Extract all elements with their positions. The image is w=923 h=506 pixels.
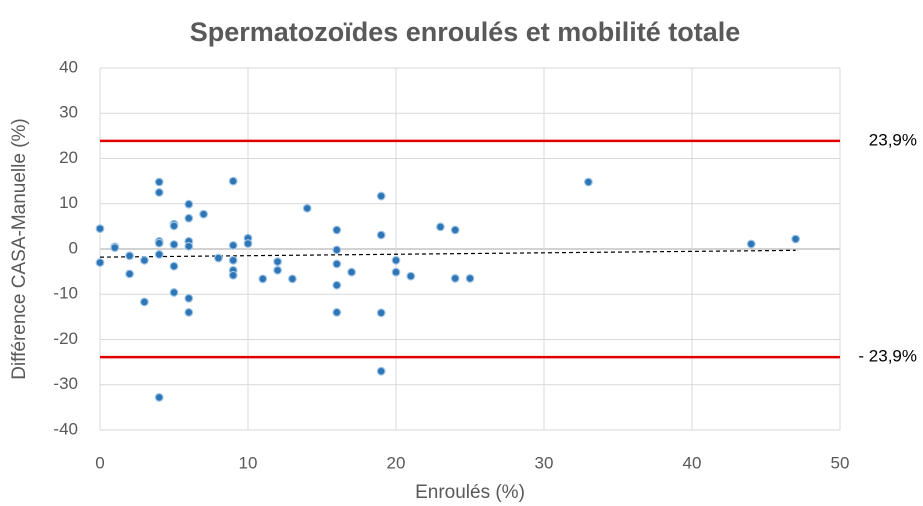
- point: [154, 238, 164, 248]
- point: [465, 274, 475, 283]
- point: [791, 234, 800, 244]
- point: [110, 243, 120, 253]
- point: [376, 366, 386, 376]
- x-tick-label: 20: [387, 453, 406, 472]
- limit-label: 23,9%: [869, 130, 917, 149]
- point: [391, 255, 401, 265]
- point: [376, 191, 386, 201]
- point: [273, 257, 283, 267]
- point: [258, 274, 268, 284]
- point: [154, 188, 164, 197]
- point: [228, 270, 238, 280]
- y-tick-label: -30: [53, 374, 78, 393]
- point: [347, 267, 357, 277]
- point: [302, 203, 312, 213]
- point: [584, 177, 593, 187]
- point: [332, 259, 342, 269]
- point: [332, 245, 342, 255]
- point: [184, 199, 194, 209]
- y-tick-label: -40: [53, 419, 78, 438]
- point: [184, 213, 194, 223]
- point: [154, 250, 164, 259]
- point: [273, 265, 283, 275]
- point: [243, 239, 253, 248]
- point: [332, 280, 342, 290]
- point: [436, 222, 445, 232]
- y-tick-label: 20: [59, 148, 78, 167]
- point: [169, 261, 179, 271]
- x-tick-label: 30: [535, 453, 554, 472]
- y-tick-label: -20: [53, 329, 78, 348]
- trend-line: [99, 249, 796, 258]
- x-tick-label: 10: [239, 453, 258, 472]
- point: [139, 255, 149, 265]
- point: [376, 230, 386, 240]
- y-tick-label: 40: [59, 57, 78, 76]
- point: [169, 240, 179, 249]
- point: [95, 224, 105, 234]
- point: [450, 225, 460, 235]
- point: [169, 221, 179, 231]
- point: [184, 307, 194, 317]
- point: [213, 253, 223, 263]
- point: [125, 269, 135, 279]
- point: [169, 288, 179, 297]
- x-tick-label: 50: [831, 453, 850, 472]
- point: [288, 274, 297, 284]
- chart-title: Spermatozoïdes enroulés et mobilité tota…: [190, 17, 741, 47]
- point: [154, 393, 164, 402]
- x-tick-label: 40: [683, 453, 702, 472]
- point: [199, 209, 209, 219]
- point: [406, 271, 416, 281]
- point: [450, 274, 460, 283]
- point: [125, 251, 135, 261]
- point: [139, 297, 149, 307]
- point: [332, 225, 342, 235]
- point: [184, 241, 194, 251]
- point: [332, 307, 342, 317]
- y-tick-label: 10: [59, 193, 78, 212]
- point: [391, 267, 401, 277]
- x-tick-label: 0: [95, 453, 104, 472]
- point: [95, 258, 105, 267]
- point: [228, 255, 238, 265]
- point: [228, 176, 238, 186]
- y-tick-label: 0: [69, 238, 78, 257]
- y-tick-label: 30: [59, 103, 78, 122]
- y-axis-label: Différence CASA-Manuelle (%): [9, 118, 30, 380]
- point: [746, 239, 756, 249]
- y-tick-label: -10: [53, 284, 78, 303]
- point: [376, 308, 386, 318]
- point: [184, 293, 194, 303]
- point: [154, 177, 164, 187]
- limit-label: - 23,9%: [858, 347, 917, 366]
- x-axis-label: Enroulés (%): [415, 482, 525, 503]
- point: [228, 240, 238, 250]
